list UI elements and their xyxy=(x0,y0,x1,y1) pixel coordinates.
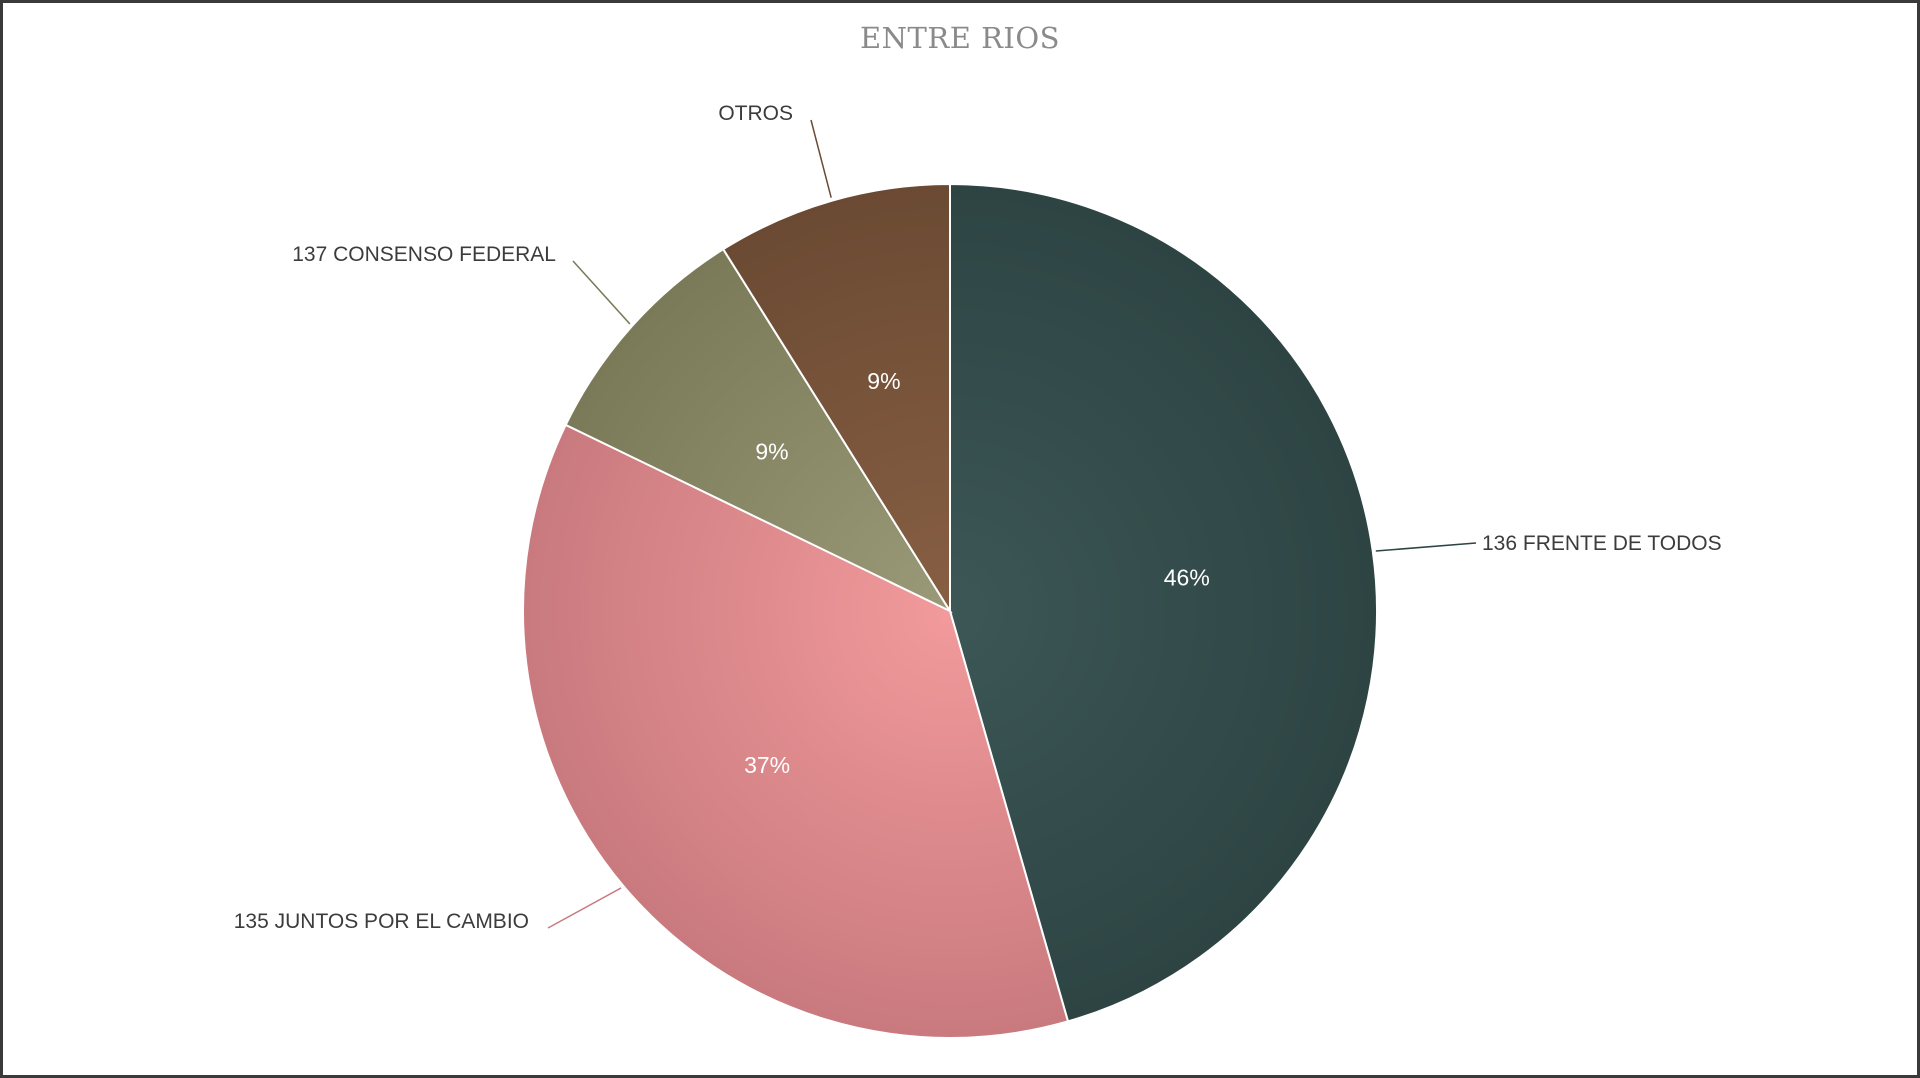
category-label-135-juntos-por-el-cambio: 135 JUNTOS POR EL CAMBIO xyxy=(234,910,529,933)
pie-slice-otros xyxy=(721,182,951,615)
pct-label-135-juntos-por-el-cambio: 37% xyxy=(744,752,790,778)
pie-chart: 46% 136 FRENTE DE TODOS 37% 135 JUNTOS POR … xyxy=(234,102,1722,1040)
category-label-otros: OTROS xyxy=(718,102,793,125)
leader-line-otros xyxy=(810,119,832,198)
leader-line-136-frente-de-todos xyxy=(1375,542,1477,552)
pie-slice-136-frente-de-todos xyxy=(949,182,1379,1023)
pie-slice-135-juntos-por-el-cambio xyxy=(522,423,1070,1040)
pie-slice-137-consenso-federal xyxy=(564,247,953,614)
pct-label-136-frente-de-todos: 46% xyxy=(1164,565,1210,591)
chart-title: ENTRE RIOS xyxy=(859,21,1061,55)
leader-line-135-juntos-por-el-cambio xyxy=(547,887,622,929)
pct-label-137-consenso-federal: 9% xyxy=(755,438,788,464)
pct-label-otros: 9% xyxy=(867,368,900,394)
leader-line-137-consenso-federal xyxy=(572,260,631,325)
category-label-137-consenso-federal: 137 CONSENSO FEDERAL xyxy=(292,243,556,266)
category-label-136-frente-de-todos: 136 FRENTE DE TODOS xyxy=(1482,532,1722,555)
